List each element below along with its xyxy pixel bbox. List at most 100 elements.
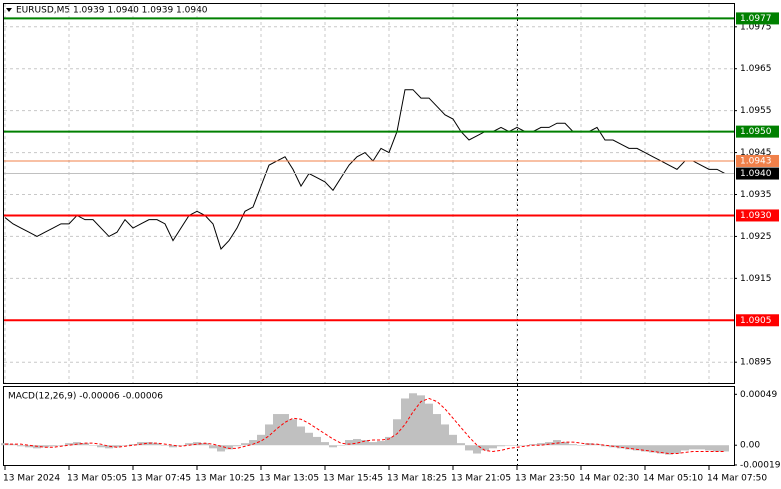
level-label: 1.0950 (740, 127, 772, 137)
y-tick-label: 0.00 (740, 441, 760, 451)
y-tick-label: 1.0955 (740, 106, 772, 116)
macd-bar (473, 445, 481, 454)
macd-bar (185, 443, 193, 446)
macd-bar (337, 445, 345, 446)
macd-bar (409, 393, 417, 446)
macd-bar (265, 424, 273, 446)
macd-bar (313, 436, 321, 446)
macd-bar (369, 442, 377, 446)
y-tick-label: 1.0915 (740, 274, 772, 284)
macd-bar (513, 445, 521, 446)
level-label-box (736, 209, 779, 222)
macd-bar (657, 445, 665, 454)
macd-bar (393, 419, 401, 446)
macd-frame (3, 386, 735, 466)
x-tick-label: 13 Mar 21:05 (451, 474, 511, 484)
macd-bar (121, 445, 129, 446)
macd-bar (33, 445, 41, 449)
macd-bar (25, 445, 33, 448)
macd-bar (345, 440, 353, 446)
level-label-box (736, 314, 779, 327)
macd-bar (545, 442, 553, 446)
macd-bar (705, 445, 713, 451)
macd-bar (689, 445, 697, 450)
macd-bar (113, 445, 121, 448)
macd-bar (225, 445, 233, 450)
macd-bar (57, 445, 65, 446)
macd-bar (169, 445, 177, 448)
macd-bar (65, 443, 73, 446)
macd-bar (305, 432, 313, 446)
macd-bar (177, 445, 185, 446)
level-label: 1.0943 (740, 156, 772, 166)
macd-bar (249, 440, 257, 446)
macd-bar (209, 445, 217, 449)
level-label: 1.0930 (740, 211, 772, 221)
macd-bar (201, 443, 209, 446)
macd-bar (641, 445, 649, 452)
macd-bar (161, 445, 169, 446)
price-line (4, 89, 726, 250)
level-label-box (736, 167, 779, 180)
x-tick-label: 13 Mar 10:25 (195, 474, 255, 484)
macd-bar (289, 419, 297, 446)
y-tick-label: 1.0925 (740, 232, 772, 242)
macd-bar (73, 442, 81, 446)
macd-bar (425, 403, 433, 446)
menu-triangle[interactable] (6, 8, 12, 12)
macd-bar (81, 443, 89, 446)
x-tick-label: 13 Mar 23:50 (515, 474, 575, 484)
macd-bar (145, 442, 153, 446)
macd-bar (193, 442, 201, 446)
macd-bar (577, 445, 585, 446)
level-label: 1.0905 (740, 316, 772, 326)
x-tick-label: 13 Mar 05:05 (67, 474, 127, 484)
x-tick-label: 14 Mar 07:50 (707, 474, 767, 484)
x-tick-label: 14 Mar 05:10 (643, 474, 703, 484)
macd-bar (697, 445, 705, 450)
macd-bar (105, 445, 113, 449)
macd-bar (449, 434, 457, 446)
macd-bar (649, 445, 657, 453)
macd-bar (297, 426, 305, 446)
macd-bar (49, 445, 57, 447)
macd-bar (481, 445, 489, 451)
macd-bar (633, 445, 641, 451)
price-frame (3, 3, 735, 384)
macd-bar (17, 445, 25, 447)
macd-bar (361, 440, 369, 446)
level-label-box (736, 12, 779, 25)
macd-bar (529, 444, 537, 446)
macd-bar (441, 424, 449, 446)
macd-bar (129, 444, 137, 446)
macd-bar (377, 441, 385, 446)
macd-bar (625, 445, 633, 450)
macd-bar (681, 445, 689, 451)
x-tick-label: 13 Mar 07:45 (131, 474, 191, 484)
y-tick-label: -0.00019 (740, 460, 781, 470)
macd-bar (593, 444, 601, 446)
y-tick-label: 0.00049 (740, 390, 777, 400)
level-label: 1.0940 (740, 169, 772, 179)
macd-bar (153, 443, 161, 446)
macd-bar (665, 445, 673, 455)
macd-bar (457, 443, 465, 446)
macd-bar (273, 414, 281, 446)
macd-bar (713, 445, 721, 452)
macd-bar (257, 434, 265, 446)
level-label-box (736, 154, 779, 167)
macd-bar (601, 445, 609, 447)
signal-line (5, 397, 725, 455)
x-tick-label: 13 Mar 2024 (3, 474, 60, 484)
x-tick-label: 13 Mar 15:45 (323, 474, 383, 484)
macd-bar (521, 445, 529, 446)
macd-bar (137, 442, 145, 446)
level-label: 1.0977 (740, 14, 772, 24)
macd-bar (497, 445, 505, 447)
y-tick-label: 1.0945 (740, 148, 772, 158)
macd-bar (89, 445, 97, 446)
macd-bar (353, 438, 361, 446)
y-tick-label: 1.0935 (740, 190, 772, 200)
